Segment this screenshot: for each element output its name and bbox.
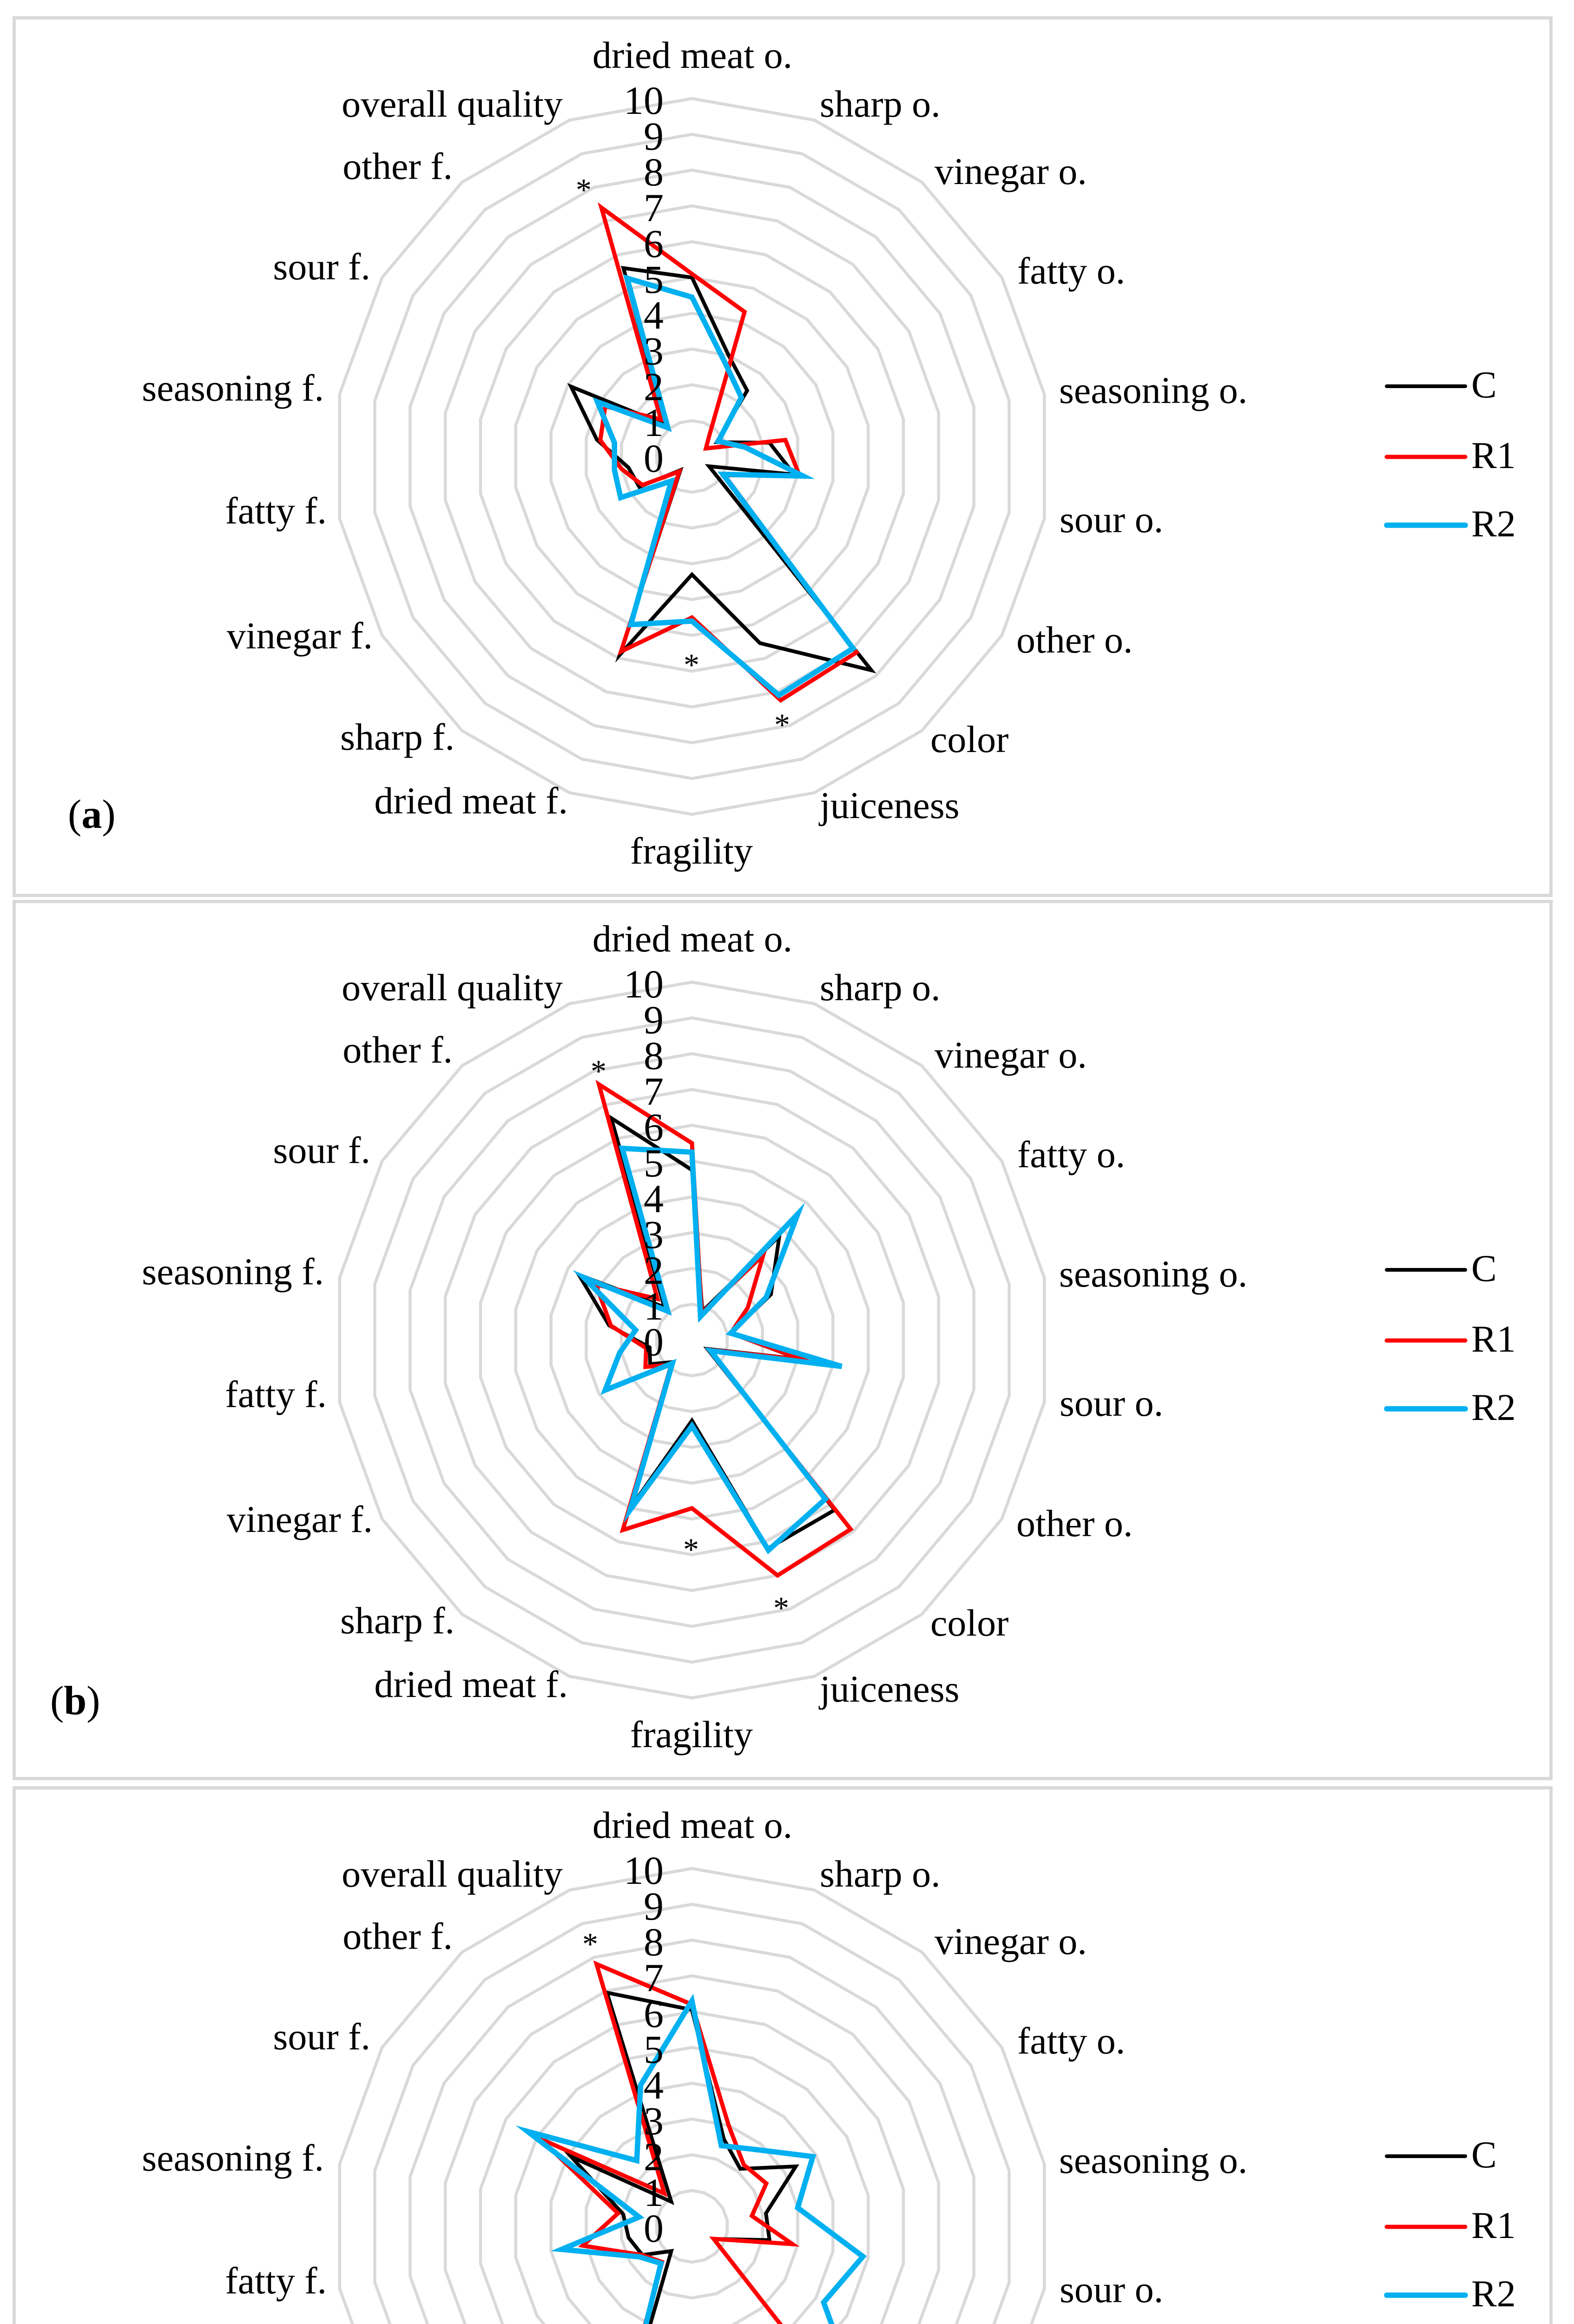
svg-text:sharp o.: sharp o. (820, 966, 941, 1009)
svg-text:4: 4 (644, 1176, 664, 1221)
svg-text:5: 5 (644, 1141, 664, 1185)
svg-text:dried meat o.: dried meat o. (593, 34, 792, 76)
svg-text:sour f.: sour f. (273, 1129, 370, 1171)
svg-text:R1: R1 (1471, 1318, 1516, 1360)
svg-text:*: * (591, 1053, 606, 1089)
svg-text:4: 4 (644, 2063, 664, 2107)
svg-text:overall quality: overall quality (342, 966, 563, 1009)
svg-text:dried meat o.: dried meat o. (593, 1804, 792, 1846)
svg-text:R2: R2 (1471, 502, 1516, 545)
svg-text:*: * (773, 1590, 789, 1625)
svg-text:3: 3 (644, 329, 664, 373)
svg-text:sour f.: sour f. (273, 245, 370, 288)
svg-text:juiceness: juiceness (818, 1668, 960, 1710)
svg-text:R1: R1 (1471, 434, 1516, 476)
svg-text:9: 9 (644, 997, 664, 1042)
svg-text:sour o.: sour o. (1060, 1382, 1163, 1424)
svg-text:8: 8 (644, 150, 664, 194)
svg-text:9: 9 (644, 114, 664, 158)
svg-text:sour o.: sour o. (1060, 498, 1163, 541)
svg-text:seasoning o.: seasoning o. (1059, 1253, 1247, 1295)
svg-text:other o.: other o. (1016, 619, 1133, 661)
svg-text:C: C (1471, 363, 1497, 406)
svg-text:seasoning f.: seasoning f. (142, 367, 324, 409)
svg-text:seasoning o.: seasoning o. (1059, 369, 1247, 411)
svg-text:10: 10 (624, 962, 664, 1006)
svg-text:9: 9 (644, 1884, 664, 1928)
svg-text:color: color (930, 718, 1008, 760)
svg-text:*: * (576, 172, 592, 207)
svg-text:fatty f.: fatty f. (225, 1373, 327, 1415)
svg-text:vinegar o.: vinegar o. (935, 150, 1087, 192)
svg-text:5: 5 (644, 257, 664, 302)
svg-text:3: 3 (644, 2099, 664, 2143)
svg-text:fatty o.: fatty o. (1017, 2020, 1125, 2062)
svg-text:7: 7 (644, 185, 664, 230)
svg-text:fatty o.: fatty o. (1017, 250, 1125, 292)
svg-text:C: C (1471, 2133, 1497, 2176)
svg-text:overall quality: overall quality (342, 83, 563, 125)
svg-text:other f.: other f. (342, 1915, 453, 1957)
svg-text:seasoning f.: seasoning f. (142, 2137, 324, 2179)
svg-text:*: * (774, 707, 790, 742)
svg-text:(a): (a) (68, 792, 116, 837)
svg-text:7: 7 (644, 1955, 664, 2000)
svg-text:2: 2 (644, 364, 664, 409)
svg-text:1: 1 (644, 1284, 664, 1328)
svg-text:color: color (930, 1602, 1008, 1644)
svg-text:0: 0 (644, 2206, 664, 2251)
svg-text:dried meat o.: dried meat o. (593, 918, 792, 960)
svg-text:vinegar o.: vinegar o. (935, 1920, 1087, 1962)
svg-text:fragility: fragility (630, 1713, 753, 1756)
svg-text:sharp f.: sharp f. (340, 716, 454, 758)
svg-text:6: 6 (644, 1991, 664, 2036)
svg-text:vinegar f.: vinegar f. (227, 1498, 373, 1540)
svg-text:sharp o.: sharp o. (820, 1853, 941, 1895)
svg-text:C: C (1471, 1247, 1497, 1289)
svg-text:R2: R2 (1471, 1386, 1516, 1428)
svg-text:fatty f.: fatty f. (225, 2259, 327, 2302)
svg-text:7: 7 (644, 1069, 664, 1114)
svg-text:0: 0 (644, 1320, 664, 1364)
svg-text:8: 8 (644, 1033, 664, 1078)
svg-text:fragility: fragility (630, 830, 753, 872)
svg-text:dried meat f.: dried meat f. (374, 1663, 568, 1705)
svg-text:seasoning f.: seasoning f. (142, 1250, 324, 1293)
svg-text:R2: R2 (1471, 2272, 1516, 2315)
svg-text:6: 6 (644, 221, 664, 266)
svg-text:R1: R1 (1471, 2204, 1516, 2246)
svg-text:seasoning o.: seasoning o. (1059, 2139, 1247, 2181)
svg-text:fatty f.: fatty f. (225, 489, 327, 532)
svg-text:vinegar f.: vinegar f. (227, 614, 373, 657)
svg-text:8: 8 (644, 1920, 664, 1964)
svg-text:sharp o.: sharp o. (820, 83, 941, 125)
svg-text:2: 2 (644, 1248, 664, 1293)
svg-text:10: 10 (624, 78, 664, 123)
svg-text:4: 4 (644, 293, 664, 337)
svg-text:*: * (684, 647, 699, 682)
svg-text:fatty o.: fatty o. (1017, 1133, 1125, 1175)
svg-text:vinegar o.: vinegar o. (935, 1034, 1087, 1076)
svg-text:juiceness: juiceness (818, 784, 960, 826)
svg-text:*: * (683, 1532, 699, 1567)
svg-text:(b): (b) (50, 1678, 100, 1723)
svg-text:1: 1 (644, 2170, 664, 2215)
svg-text:0: 0 (644, 436, 664, 481)
svg-text:*: * (582, 1926, 598, 1961)
svg-text:2: 2 (644, 2134, 664, 2179)
svg-text:3: 3 (644, 1212, 664, 1257)
svg-text:other f.: other f. (342, 1029, 453, 1071)
svg-text:6: 6 (644, 1105, 664, 1149)
svg-text:dried meat f.: dried meat f. (374, 779, 568, 822)
svg-text:5: 5 (644, 2027, 664, 2072)
svg-text:other f.: other f. (342, 145, 453, 187)
svg-text:sour o.: sour o. (1060, 2268, 1163, 2311)
svg-text:other o.: other o. (1016, 1502, 1133, 1545)
svg-text:10: 10 (624, 1848, 664, 1893)
svg-text:sour f.: sour f. (273, 2015, 370, 2058)
svg-text:overall quality: overall quality (342, 1853, 563, 1895)
svg-text:sharp f.: sharp f. (340, 1599, 454, 1642)
svg-text:1: 1 (644, 400, 664, 445)
